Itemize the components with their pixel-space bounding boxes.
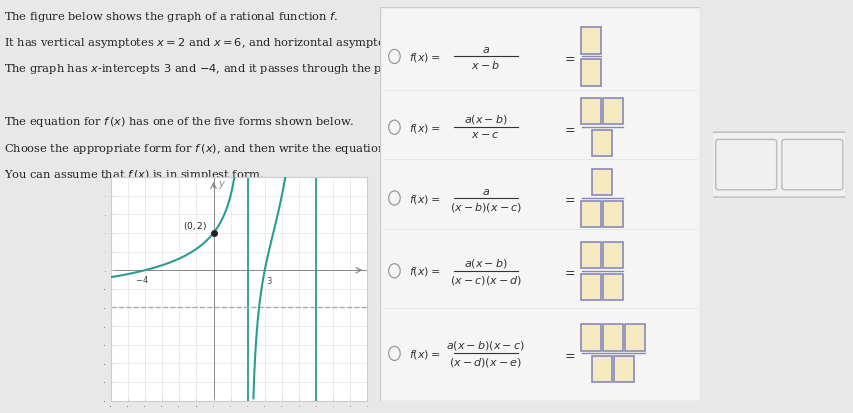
FancyBboxPatch shape: [715, 140, 775, 190]
FancyBboxPatch shape: [581, 28, 601, 55]
Text: $x-c$: $x-c$: [471, 130, 499, 140]
FancyBboxPatch shape: [781, 140, 842, 190]
Text: The graph has $x$-intercepts $3$ and $-4$, and it passes through the point $(0,\: The graph has $x$-intercepts $3$ and $-4…: [4, 62, 444, 76]
FancyBboxPatch shape: [581, 99, 601, 125]
FancyBboxPatch shape: [592, 131, 612, 157]
FancyBboxPatch shape: [592, 356, 612, 382]
FancyBboxPatch shape: [602, 242, 623, 268]
FancyBboxPatch shape: [624, 325, 644, 351]
Text: $=$: $=$: [561, 121, 575, 134]
Text: The figure below shows the graph of a rational function $f$.: The figure below shows the graph of a ra…: [4, 9, 338, 24]
Text: $f(x) = $: $f(x) = $: [409, 51, 440, 64]
Text: $f(x) = $: $f(x) = $: [409, 265, 440, 278]
FancyBboxPatch shape: [602, 99, 623, 125]
Text: $a$: $a$: [481, 45, 489, 55]
Text: $f(x) = $: $f(x) = $: [409, 121, 440, 134]
Text: $(x-b)(x-c)$: $(x-b)(x-c)$: [450, 201, 521, 214]
Text: $a$: $a$: [481, 187, 489, 197]
FancyBboxPatch shape: [602, 201, 623, 228]
FancyBboxPatch shape: [602, 274, 623, 300]
Text: $a(x-b)$: $a(x-b)$: [463, 113, 507, 126]
FancyBboxPatch shape: [581, 242, 601, 268]
Text: $3$: $3$: [265, 275, 272, 285]
Text: $(x-c)(x-d)$: $(x-c)(x-d)$: [450, 273, 521, 286]
Text: $y$: $y$: [218, 179, 226, 191]
Text: $f(x) = $: $f(x) = $: [409, 347, 440, 360]
Text: $=$: $=$: [561, 265, 575, 278]
Text: The equation for $f\,(x)$ has one of the five forms shown below.: The equation for $f\,(x)$ has one of the…: [4, 115, 354, 129]
Text: Choose the appropriate form for $f\,(x)$, and then write the equation.: Choose the appropriate form for $f\,(x)$…: [4, 141, 389, 155]
Text: $(0, 2)$: $(0, 2)$: [183, 220, 206, 232]
Text: $f(x) = $: $f(x) = $: [409, 192, 440, 205]
Text: It has vertical asymptotes $x=2$ and $x=6$, and horizontal asymptote $y=-2$.: It has vertical asymptotes $x=2$ and $x=…: [4, 36, 445, 50]
FancyBboxPatch shape: [710, 133, 847, 197]
Text: $\times$: $\times$: [739, 156, 752, 174]
FancyBboxPatch shape: [613, 356, 633, 382]
FancyBboxPatch shape: [592, 169, 612, 196]
FancyBboxPatch shape: [380, 8, 699, 401]
Text: $-4$: $-4$: [135, 274, 148, 285]
Text: $a(x-b)(x-c)$: $a(x-b)(x-c)$: [446, 339, 525, 351]
Text: $=$: $=$: [561, 192, 575, 205]
Text: $\circlearrowleft$: $\circlearrowleft$: [803, 156, 821, 174]
FancyBboxPatch shape: [581, 60, 601, 86]
Text: $=$: $=$: [561, 51, 575, 64]
FancyBboxPatch shape: [581, 274, 601, 300]
FancyBboxPatch shape: [581, 201, 601, 228]
Text: You can assume that $f\,(x)$ is in simplest form.: You can assume that $f\,(x)$ is in simpl…: [4, 168, 264, 182]
Text: $=$: $=$: [561, 347, 575, 360]
Text: $(x-d)(x-e)$: $(x-d)(x-e)$: [449, 356, 521, 368]
Text: $x-b$: $x-b$: [471, 59, 500, 71]
Text: $a(x-b)$: $a(x-b)$: [463, 256, 507, 269]
FancyBboxPatch shape: [581, 325, 601, 351]
FancyBboxPatch shape: [602, 325, 623, 351]
